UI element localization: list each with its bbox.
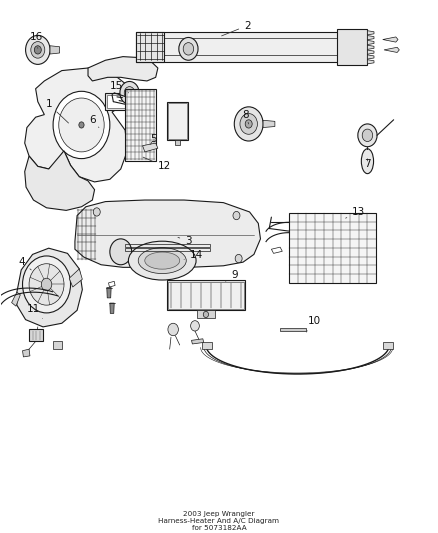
Polygon shape <box>289 213 376 283</box>
Polygon shape <box>367 55 374 59</box>
Polygon shape <box>17 248 82 327</box>
Circle shape <box>127 90 132 95</box>
Polygon shape <box>367 36 374 39</box>
Ellipse shape <box>145 252 180 269</box>
Ellipse shape <box>361 149 374 174</box>
Polygon shape <box>367 60 374 64</box>
Ellipse shape <box>138 248 186 273</box>
Polygon shape <box>337 29 367 66</box>
Polygon shape <box>88 56 158 81</box>
Text: 2: 2 <box>222 21 251 36</box>
Circle shape <box>120 82 139 104</box>
Circle shape <box>233 212 240 220</box>
Text: 13: 13 <box>346 207 365 218</box>
Text: 11: 11 <box>27 304 42 319</box>
Polygon shape <box>166 102 188 141</box>
Circle shape <box>22 256 71 313</box>
Circle shape <box>31 42 45 58</box>
Polygon shape <box>50 46 60 54</box>
Polygon shape <box>143 143 158 152</box>
Polygon shape <box>25 151 95 211</box>
Circle shape <box>203 311 208 318</box>
Circle shape <box>234 107 263 141</box>
Circle shape <box>79 122 84 128</box>
Polygon shape <box>168 282 244 309</box>
Polygon shape <box>168 103 187 139</box>
Text: 12: 12 <box>143 157 171 172</box>
Text: 15: 15 <box>110 81 129 93</box>
Circle shape <box>25 35 50 64</box>
Text: 6: 6 <box>89 115 99 127</box>
Polygon shape <box>136 32 164 62</box>
Polygon shape <box>107 95 126 108</box>
Circle shape <box>29 264 64 305</box>
Circle shape <box>124 87 135 99</box>
Polygon shape <box>106 93 127 110</box>
Circle shape <box>179 37 198 60</box>
Polygon shape <box>22 349 30 357</box>
Circle shape <box>34 46 41 54</box>
Polygon shape <box>191 339 204 344</box>
Polygon shape <box>202 342 212 349</box>
Polygon shape <box>53 341 62 349</box>
Polygon shape <box>367 41 374 45</box>
Polygon shape <box>383 342 393 349</box>
Polygon shape <box>12 292 20 306</box>
Circle shape <box>358 124 377 147</box>
Circle shape <box>362 129 373 142</box>
Text: 4: 4 <box>18 257 31 270</box>
Circle shape <box>235 254 242 263</box>
Polygon shape <box>29 329 43 341</box>
Polygon shape <box>166 280 245 310</box>
Polygon shape <box>25 68 127 182</box>
Polygon shape <box>263 120 275 127</box>
Polygon shape <box>197 310 215 318</box>
Text: 8: 8 <box>242 110 249 124</box>
Circle shape <box>110 239 132 265</box>
Text: 1: 1 <box>46 99 68 123</box>
Polygon shape <box>367 50 374 54</box>
Polygon shape <box>384 47 399 52</box>
Circle shape <box>168 323 178 336</box>
Circle shape <box>191 321 199 331</box>
Polygon shape <box>75 200 261 268</box>
Circle shape <box>59 98 104 152</box>
Polygon shape <box>110 303 114 313</box>
Polygon shape <box>125 88 155 161</box>
Circle shape <box>183 43 194 55</box>
Text: 16: 16 <box>30 32 43 49</box>
Polygon shape <box>69 269 82 287</box>
Circle shape <box>240 114 258 134</box>
Circle shape <box>53 91 110 159</box>
Text: 10: 10 <box>306 316 321 332</box>
Text: 9: 9 <box>226 270 237 281</box>
Circle shape <box>41 278 52 290</box>
Circle shape <box>245 120 252 128</box>
Text: 3: 3 <box>178 237 192 246</box>
Polygon shape <box>383 37 398 42</box>
Text: 2003 Jeep Wrangler
Harness-Heater And A/C Diagram
for 5073182AA: 2003 Jeep Wrangler Harness-Heater And A/… <box>159 511 279 531</box>
Polygon shape <box>107 287 111 298</box>
Circle shape <box>93 208 100 216</box>
Text: 5: 5 <box>150 134 157 144</box>
Polygon shape <box>280 328 306 331</box>
Polygon shape <box>367 45 374 50</box>
Text: 14: 14 <box>184 251 203 261</box>
Polygon shape <box>136 32 367 62</box>
Ellipse shape <box>128 241 196 280</box>
Text: 7: 7 <box>364 159 371 169</box>
Polygon shape <box>367 31 374 35</box>
Polygon shape <box>175 141 180 144</box>
